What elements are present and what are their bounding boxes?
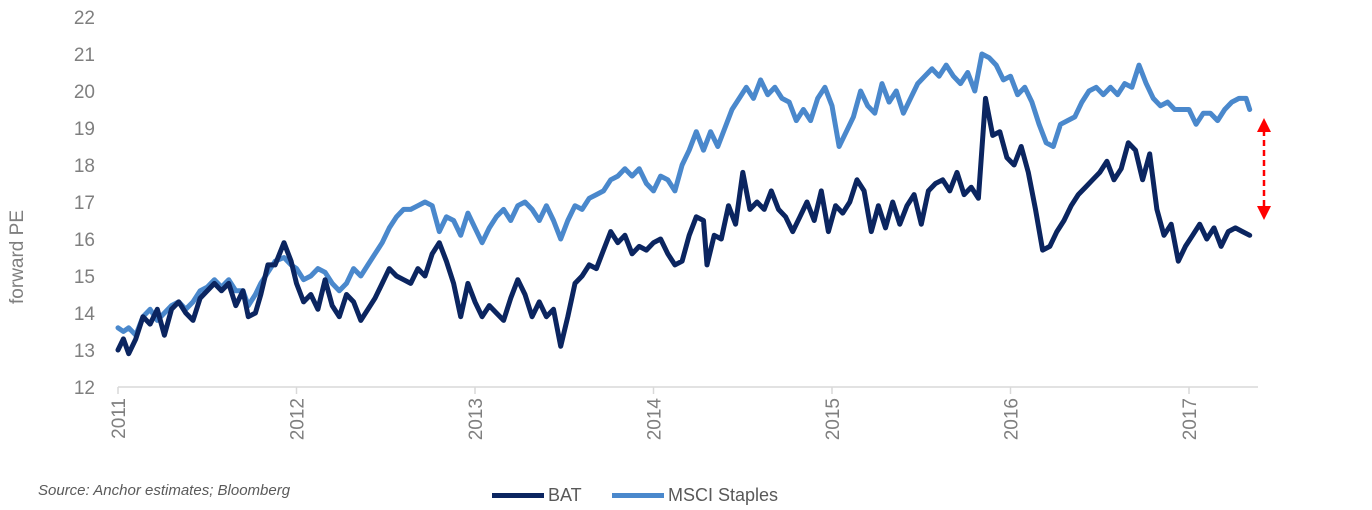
y-tick-label: 19	[74, 119, 95, 140]
x-tick-label: 2015	[823, 398, 844, 440]
legend-label-msci: MSCI Staples	[668, 485, 779, 505]
y-tick-label: 21	[74, 45, 95, 66]
y-tick-label: 17	[74, 193, 95, 214]
y-tick-label: 14	[74, 304, 96, 325]
source-note: Source: Anchor estimates; Bloomberg	[38, 482, 291, 499]
legend-swatch-bat	[492, 493, 544, 498]
y-axis-title: forward PE	[7, 210, 28, 304]
x-tick-label: 2016	[1002, 398, 1023, 440]
y-tick-label: 22	[74, 8, 95, 29]
y-tick-label: 15	[74, 267, 95, 288]
x-tick-label: 2017	[1180, 398, 1201, 440]
legend-swatch-msci	[612, 493, 664, 498]
annotation-arrow-head-bottom	[1257, 206, 1271, 220]
x-axis: 2011 2012 2013 2014 2015 2016 2017	[109, 386, 1258, 441]
legend-item-msci: MSCI Staples	[612, 485, 778, 506]
annotation-arrow	[1257, 118, 1271, 220]
x-tick-label: 2012	[288, 398, 309, 440]
legend-label-bat: BAT	[548, 485, 582, 505]
series-line-msci	[115, 51, 1253, 338]
x-tick-label: 2011	[109, 398, 130, 439]
series-lines	[115, 51, 1253, 357]
y-tick-label: 16	[74, 230, 95, 251]
annotation-arrow-head-top	[1257, 118, 1271, 132]
y-tick-label: 20	[74, 82, 95, 103]
series-line-bat	[115, 95, 1253, 357]
x-tick-label: 2013	[466, 398, 487, 440]
y-tick-label: 13	[74, 341, 95, 362]
y-tick-label: 18	[74, 156, 95, 177]
y-tick-label: 12	[74, 378, 95, 399]
legend-item-bat: BAT	[492, 485, 582, 506]
x-tick-label: 2014	[645, 398, 666, 441]
y-tick-labels: 12 13 14 15 16 17 18 19 20 21 22	[74, 8, 96, 399]
